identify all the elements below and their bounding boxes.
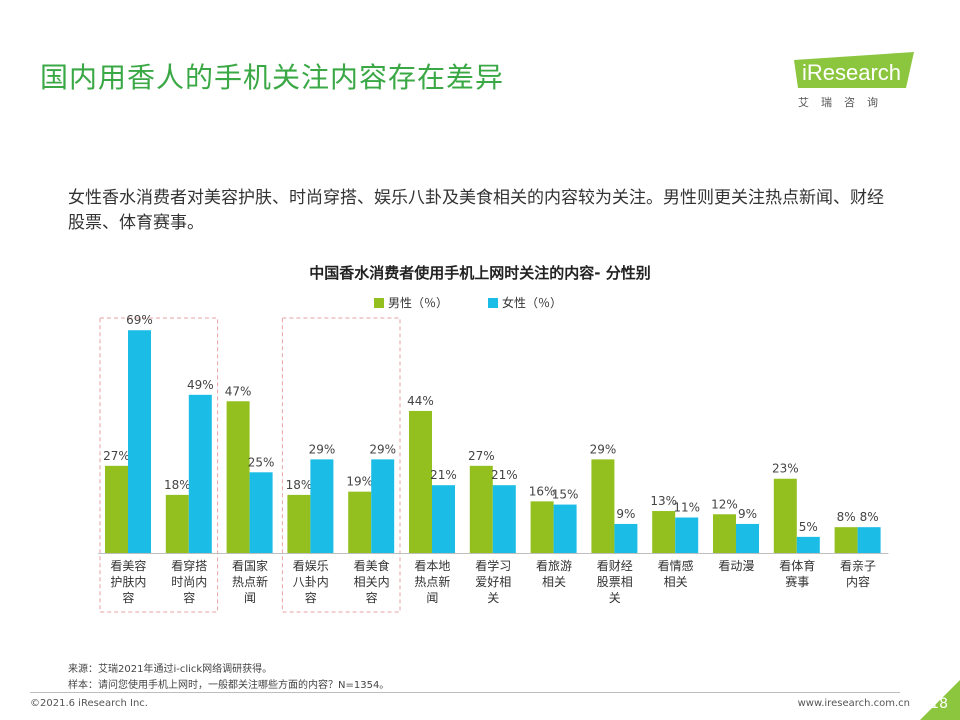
data-label-male-8: 29%: [590, 442, 617, 456]
data-label-female-10: 9%: [738, 507, 757, 521]
data-label-female-7: 15%: [552, 488, 579, 502]
source-note: 来源：艾瑞2021年通过i-click网络调研获得。: [68, 664, 273, 675]
bar-female-8: [614, 523, 638, 553]
category-label-1: 看穿搭时尚内容: [171, 558, 207, 605]
data-label-female-12: 8%: [860, 510, 879, 524]
category-label-7: 看旅游相关: [536, 559, 572, 589]
bar-female-1: [188, 394, 212, 553]
bar-male-5: [409, 410, 432, 553]
bar-female-12: [857, 527, 881, 553]
legend-swatch-male: [374, 297, 384, 308]
category-label-0: 看美容护肤内容: [110, 558, 146, 605]
category-label-3: 看娱乐八卦内容: [293, 559, 329, 605]
bar-female-2: [249, 472, 273, 553]
category-label-2: 看国家热点新闻: [232, 558, 268, 605]
legend-swatch-female: [488, 297, 499, 308]
bar-male-3: [287, 494, 311, 553]
iresearch-logo: iResearch 艾瑞咨询: [788, 52, 918, 112]
slide-title: 国内用香人的手机关注内容存在差异: [40, 61, 505, 94]
bar-female-11: [796, 536, 820, 553]
bar-male-0: [105, 465, 128, 553]
summary-text: 女性香水消费者对美容护肤、时尚穿搭、娱乐八卦及美食相关的内容较为关注。男性则更关…: [68, 188, 884, 233]
legend-label-female: 女性（％）: [502, 296, 563, 310]
highlight-box-1: [281, 317, 401, 613]
category-label-11: 看体育赛事: [779, 558, 815, 589]
sample-note: 样本：请问您使用手机上网时，一般都关注哪些方面的内容？N=1354。: [68, 680, 390, 691]
bar-male-4: [348, 491, 372, 553]
bar-male-6: [469, 465, 493, 553]
data-label-male-3: 18%: [286, 478, 313, 492]
logo-subtitle: 艾瑞咨询: [798, 96, 890, 109]
legend-label-male: 男性（％）: [388, 296, 449, 310]
bar-female-0: [128, 330, 151, 553]
chart-title: 中国香水消费者使用手机上网时关注的内容- 分性别: [309, 264, 651, 282]
bar-male-11: [773, 478, 797, 553]
data-label-male-5: 44%: [407, 394, 434, 408]
bar-female-7: [553, 504, 577, 553]
highlight-box-0: [99, 317, 219, 613]
bar-male-1: [165, 494, 189, 553]
bar-male-2: [226, 401, 250, 553]
legend-item-female: 女性（％）: [488, 294, 562, 311]
logo-text: iResearch: [802, 60, 901, 85]
data-label-female-9: 11%: [673, 500, 700, 514]
data-label-female-0: 69%: [126, 313, 153, 327]
data-label-female-11: 5%: [799, 520, 818, 534]
website-url: www.iresearch.com.cn: [797, 698, 910, 709]
data-label-male-6: 27%: [468, 449, 495, 463]
data-label-male-9: 13%: [650, 494, 677, 508]
bar-female-3: [310, 459, 334, 553]
bar-female-10: [736, 523, 759, 553]
bar-female-5: [432, 485, 455, 553]
footer-divider: [30, 692, 900, 693]
copyright-text: ©2021.6 iResearch Inc.: [30, 698, 148, 709]
category-label-8: 看财经股票相关: [597, 559, 633, 605]
bar-male-7: [530, 501, 554, 553]
bar-male-9: [652, 511, 676, 553]
data-label-male-10: 12%: [711, 497, 738, 511]
category-label-10: 看动漫: [718, 559, 754, 573]
data-label-male-7: 16%: [529, 484, 556, 498]
data-label-male-0: 27%: [103, 449, 130, 463]
data-label-male-1: 18%: [164, 478, 191, 492]
data-label-female-2: 25%: [248, 455, 275, 469]
bar-male-8: [591, 459, 615, 553]
legend-item-male: 男性（％）: [374, 294, 448, 311]
bar-female-9: [675, 517, 699, 553]
data-label-female-4: 29%: [369, 442, 396, 456]
data-label-male-2: 47%: [225, 384, 252, 398]
iresearch-logo-mark: iResearch: [794, 52, 914, 88]
category-label-9: 看情感相关: [658, 558, 694, 589]
page-corner-decoration: [920, 680, 960, 720]
bar-male-12: [834, 527, 858, 553]
category-label-5: 看本地热点新闻: [414, 559, 450, 605]
bar-male-10: [713, 514, 736, 553]
data-label-male-11: 23%: [772, 462, 799, 476]
category-label-12: 看亲子内容: [840, 559, 876, 589]
data-label-male-12: 8%: [837, 510, 856, 524]
category-label-6: 看学习爱好相关: [475, 558, 511, 605]
page-number: 18: [930, 696, 948, 712]
category-label-4: 看美食相关内容: [354, 558, 390, 605]
data-label-male-4: 19%: [346, 475, 373, 489]
chart-legend: 男性（％） 女性（％）: [374, 294, 562, 311]
data-label-female-6: 21%: [491, 468, 518, 482]
data-label-female-8: 9%: [616, 507, 635, 521]
bar-female-4: [371, 459, 395, 553]
data-label-female-1: 49%: [187, 378, 214, 392]
data-label-female-5: 21%: [430, 468, 457, 482]
data-label-female-3: 29%: [309, 442, 336, 456]
bar-female-6: [492, 485, 516, 553]
